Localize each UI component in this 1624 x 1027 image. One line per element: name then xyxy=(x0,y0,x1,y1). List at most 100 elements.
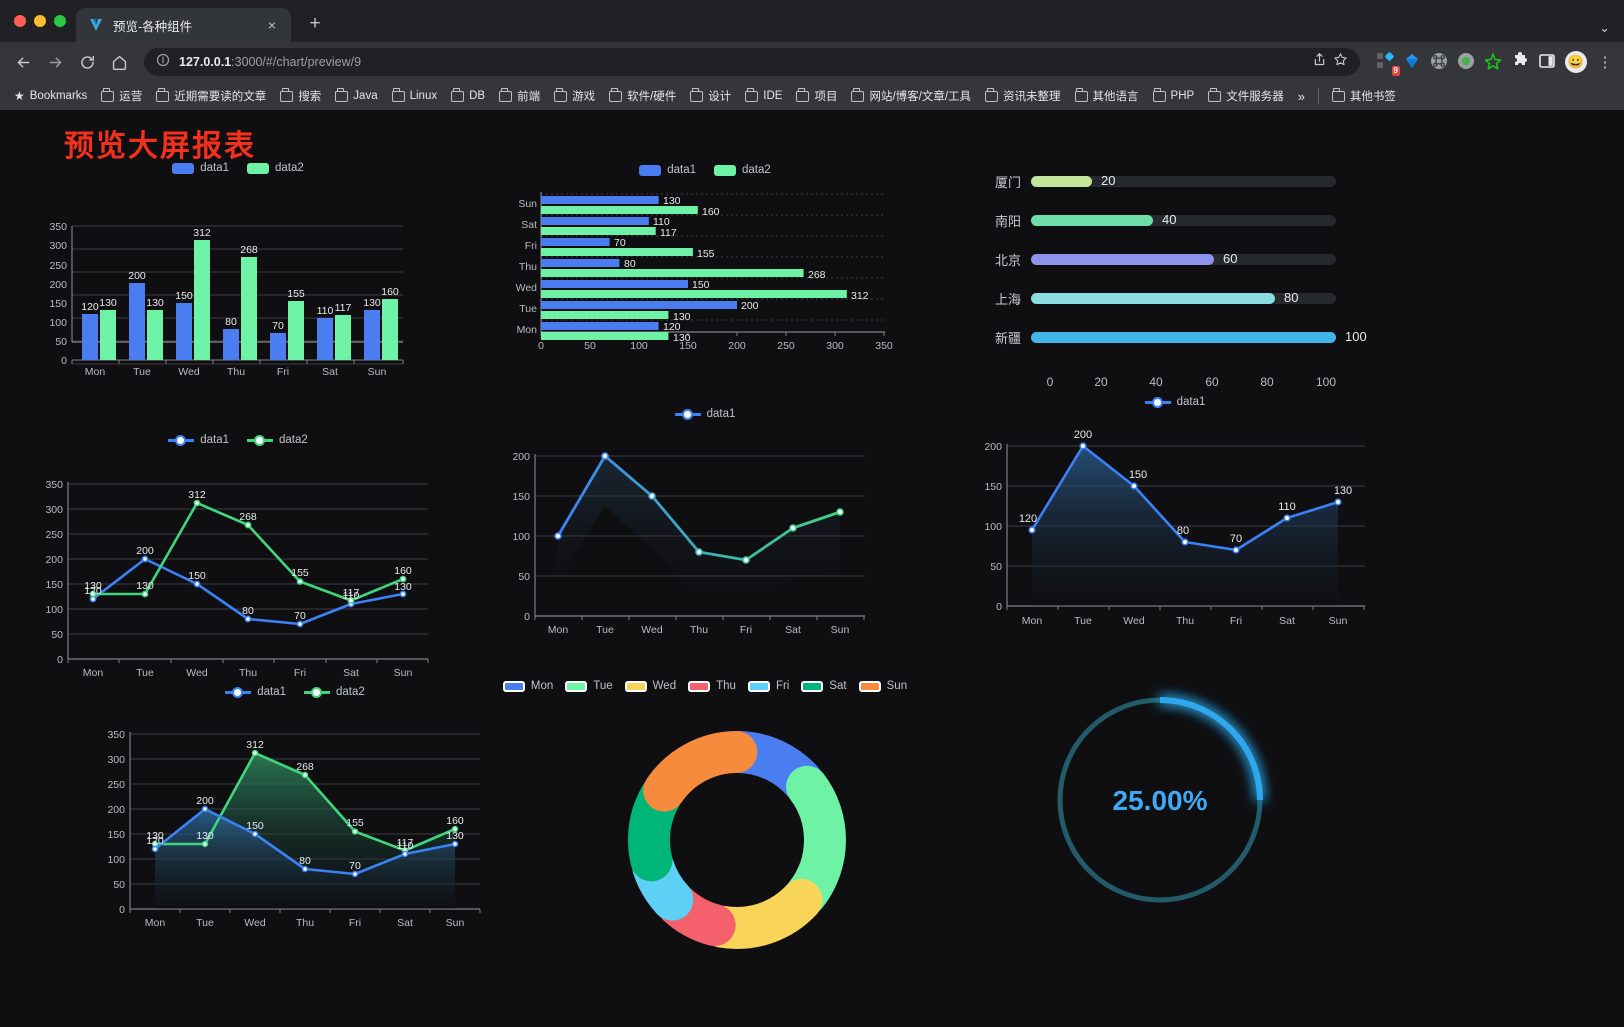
avatar[interactable]: 😀 xyxy=(1565,51,1587,73)
bookmark-folder[interactable]: 前端 xyxy=(493,85,546,107)
legend-item[interactable]: Thu xyxy=(688,680,736,692)
svg-text:250: 250 xyxy=(45,529,63,541)
bookmark-folder[interactable]: 设计 xyxy=(684,85,737,107)
bookmark-folder[interactable]: 网站/博客/文章/工具 xyxy=(845,85,977,107)
bookmark-folder[interactable]: Java xyxy=(329,87,383,105)
folder-icon xyxy=(554,88,568,102)
green-dot-icon[interactable] xyxy=(1457,52,1477,72)
legend-item[interactable]: Fri xyxy=(747,680,789,692)
legend-item[interactable]: data1 xyxy=(225,686,286,698)
home-icon[interactable] xyxy=(104,47,134,77)
legend-item[interactable]: data2 xyxy=(247,434,308,446)
svg-text:100: 100 xyxy=(512,531,530,543)
tab-title: 预览-各种组件 xyxy=(113,19,193,34)
legend: data1 data2 xyxy=(18,162,458,174)
forward-arrow-icon[interactable] xyxy=(40,47,70,77)
svg-text:250: 250 xyxy=(777,340,795,352)
share-icon[interactable] xyxy=(1312,52,1327,72)
bookmark-folder[interactable]: PHP xyxy=(1147,87,1201,105)
legend-item[interactable]: Sun xyxy=(858,680,907,692)
extensions-grid-icon[interactable]: 9 xyxy=(1376,52,1400,76)
legend-item[interactable]: data2 xyxy=(247,162,304,174)
legend-item[interactable]: Wed xyxy=(624,680,676,692)
progress-row[interactable]: 新疆 100 xyxy=(975,328,1367,347)
chevron-down-icon[interactable]: ⌄ xyxy=(1599,20,1610,35)
close-tab-button[interactable]: × xyxy=(267,17,277,33)
svg-text:300: 300 xyxy=(826,340,844,352)
bookmark-folder[interactable]: 其他语言 xyxy=(1069,85,1145,107)
svg-text:Mon: Mon xyxy=(83,667,104,679)
minimize-window-button[interactable] xyxy=(34,15,46,27)
green-star-icon[interactable] xyxy=(1484,52,1504,72)
svg-text:300: 300 xyxy=(49,240,67,252)
legend-item[interactable]: data1 xyxy=(1144,396,1205,408)
plot-area: 200 150 100 50 0 Mon Tue Wed Thu Fri Sat Sun xyxy=(984,429,1365,627)
bookmarks-root[interactable]: ★ Bookmarks xyxy=(8,86,93,106)
folder-icon xyxy=(499,88,513,102)
legend-item[interactable]: Sat xyxy=(801,680,847,692)
bookmark-folder[interactable]: 项目 xyxy=(790,85,843,107)
legend-item[interactable]: data2 xyxy=(304,686,365,698)
browser-tab[interactable]: 预览-各种组件 × xyxy=(76,8,291,42)
address-bar[interactable]: 127.0.0.1:3000/#/chart/preview/9 xyxy=(144,48,1360,76)
legend-item[interactable]: data1 xyxy=(674,408,735,420)
bookmark-folder[interactable]: 资讯未整理 xyxy=(979,85,1067,107)
diamond-icon[interactable] xyxy=(1403,52,1423,72)
legend-label: data1 xyxy=(667,164,696,176)
legend-item[interactable]: data1 xyxy=(639,164,696,176)
progress-row[interactable]: 北京 60 xyxy=(975,250,1336,269)
svg-text:Fri: Fri xyxy=(740,624,752,636)
bookmark-folder[interactable]: Linux xyxy=(386,87,444,105)
bookmark-folder[interactable]: 文件服务器 xyxy=(1202,85,1290,107)
legend-item[interactable]: data1 xyxy=(172,162,229,174)
bookmark-folder[interactable]: DB xyxy=(445,87,491,105)
puzzle-piece-icon[interactable] xyxy=(1511,52,1531,72)
maximize-window-button[interactable] xyxy=(54,15,66,27)
progress-row[interactable]: 上海 80 xyxy=(975,289,1336,308)
bookmark-folder[interactable]: 近期需要读的文章 xyxy=(150,85,272,107)
svg-text:Fri: Fri xyxy=(294,667,306,679)
progress-track: 100 xyxy=(1031,329,1367,344)
new-tab-button[interactable]: + xyxy=(309,13,321,34)
bookmark-folder[interactable]: 运营 xyxy=(95,85,148,107)
bookmark-label: IDE xyxy=(763,90,783,102)
svg-text:Wed: Wed xyxy=(1123,615,1145,627)
close-window-button[interactable] xyxy=(14,15,26,27)
star-outline-icon[interactable] xyxy=(1333,52,1348,72)
bookmark-folder[interactable]: 游戏 xyxy=(548,85,601,107)
svg-text:70: 70 xyxy=(272,320,284,332)
legend-label: Tue xyxy=(593,680,613,692)
progress-row[interactable]: 厦门 20 xyxy=(975,172,1336,191)
svg-text:150: 150 xyxy=(49,298,67,310)
legend-line-icon xyxy=(225,686,252,698)
reload-icon[interactable] xyxy=(72,47,102,77)
bookmark-folder[interactable]: 搜索 xyxy=(274,85,327,107)
extension-badge-count: 9 xyxy=(1391,66,1400,76)
info-circle-icon[interactable] xyxy=(156,53,170,72)
bookmarks-overflow-button[interactable]: » xyxy=(1297,88,1305,104)
svg-text:Sun: Sun xyxy=(518,198,537,210)
svg-text:155: 155 xyxy=(346,817,364,829)
other-bookmarks-folder[interactable]: 其他书签 xyxy=(1326,85,1402,107)
svg-text:120: 120 xyxy=(1019,513,1037,525)
browser-menu-button[interactable]: ⋮ xyxy=(1597,53,1613,71)
bookmark-folder[interactable]: IDE xyxy=(739,87,788,105)
progress-row[interactable]: 南阳 40 xyxy=(975,211,1336,230)
legend-item[interactable]: data2 xyxy=(714,164,771,176)
svg-text:70: 70 xyxy=(614,237,626,249)
legend-item[interactable]: data1 xyxy=(168,434,229,446)
svg-text:350: 350 xyxy=(107,729,125,741)
sidepanel-icon[interactable] xyxy=(1538,52,1558,72)
svg-text:Sat: Sat xyxy=(1279,615,1295,627)
legend-item[interactable]: Mon xyxy=(502,680,553,692)
svg-text:312: 312 xyxy=(246,739,264,751)
chart-area-single: data1 200 150 100 50 0 xyxy=(955,390,1395,650)
command-circle-icon[interactable] xyxy=(1430,52,1450,72)
svg-text:150: 150 xyxy=(679,340,697,352)
svg-text:200: 200 xyxy=(196,795,214,807)
bookmark-folder[interactable]: 软件/硬件 xyxy=(603,85,682,107)
back-arrow-icon[interactable] xyxy=(8,47,38,77)
chart-bar-horizontal: data1 data2 xyxy=(495,156,915,406)
legend-line-icon xyxy=(304,686,330,698)
legend-item[interactable]: Tue xyxy=(565,680,613,692)
